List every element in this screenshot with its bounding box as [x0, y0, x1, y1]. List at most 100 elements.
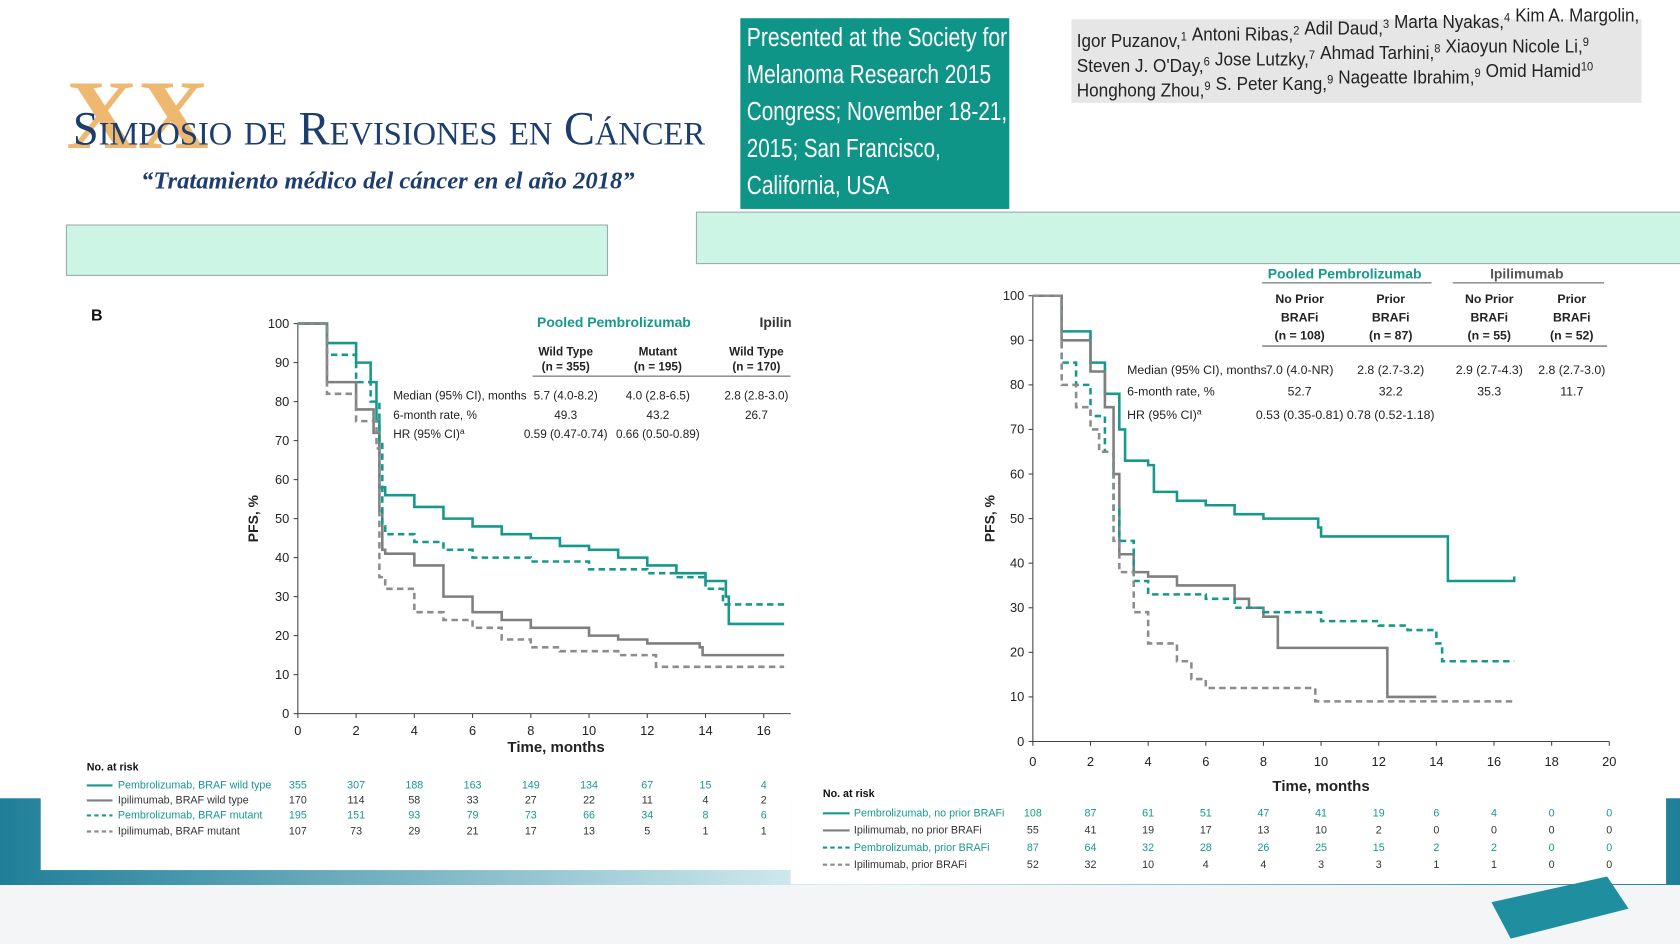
- logo-mark: XX: [66, 61, 208, 170]
- risk-count: 4: [1491, 807, 1497, 819]
- risk-title: No. at risk: [823, 788, 875, 800]
- risk-count: 33: [467, 795, 479, 807]
- author-name: Marta Nyakas,: [1394, 12, 1504, 32]
- km-curve: [297, 322, 785, 606]
- author-affiliation: 9: [1327, 74, 1333, 87]
- risk-count: 170: [289, 795, 307, 807]
- risk-count: 73: [350, 826, 362, 838]
- author-affiliation: 9: [1474, 67, 1480, 80]
- table-column-header: (n = 108): [1274, 329, 1324, 343]
- risk-count: 0: [1433, 825, 1439, 837]
- table-cell: 2.8 (2.7-3.2): [1357, 363, 1424, 377]
- x-tick-label: 14: [698, 723, 712, 738]
- author-name: Steven J. O'Day,: [1077, 56, 1204, 76]
- logo-book: [1491, 876, 1629, 939]
- risk-count: 19: [1373, 807, 1385, 819]
- table-group-header: Pooled Pembrolizumab: [537, 314, 691, 330]
- presented-box: [740, 18, 1010, 209]
- author-affiliation: 9: [1204, 80, 1210, 93]
- title-box-right: [695, 211, 1680, 265]
- table-column-header: BRAFi: [1281, 310, 1319, 324]
- risk-count: 0: [1606, 825, 1612, 837]
- risk-count: 0: [1549, 825, 1555, 837]
- panel-divider: [790, 263, 795, 800]
- x-tick-label: 12: [1372, 754, 1386, 769]
- risk-count: 67: [641, 780, 653, 792]
- table-cell: 0.53 (0.35-0.81): [1256, 408, 1344, 422]
- risk-count: 149: [522, 780, 540, 792]
- author-name: Honghong Zhou,: [1077, 80, 1205, 100]
- risk-count: 6: [1433, 807, 1439, 819]
- author-affiliation: 7: [1309, 49, 1315, 62]
- x-tick-label: 2: [353, 723, 360, 738]
- authors: Igor Puzanov,1 Antoni Ribas,2 Adil Daud,3 M…: [1077, 5, 1640, 100]
- risk-count: 3: [1318, 859, 1324, 871]
- risk-count: 8: [703, 810, 709, 822]
- risk-count: 0: [1549, 842, 1555, 854]
- x-tick-label: 0: [294, 723, 301, 738]
- y-tick-label: 30: [1010, 600, 1024, 615]
- y-tick-label: 60: [275, 472, 289, 487]
- table-column-header: (n = 195): [634, 361, 682, 374]
- y-tick-label: 0: [1017, 734, 1024, 749]
- panel-b: [40, 280, 791, 871]
- risk-count: 10: [1142, 859, 1154, 871]
- risk-count: 0: [1606, 842, 1612, 854]
- risk-count: 25: [1315, 842, 1327, 854]
- risk-count: 2: [761, 795, 767, 807]
- legend-label: Ipilimumab, BRAF mutant: [118, 826, 240, 838]
- legend-label: Pembrolizumab, BRAF mutant: [118, 810, 263, 822]
- y-tick-label: 100: [1003, 288, 1024, 303]
- y-tick-label: 10: [275, 667, 289, 682]
- x-tick-label: 4: [1145, 754, 1152, 769]
- author-name: Xiaoyun Nicole Li,: [1445, 37, 1582, 57]
- author-affiliation: 3: [1383, 18, 1390, 31]
- table-row-label: HR (95% CI)a: [1127, 407, 1202, 422]
- title-box-left: [65, 224, 609, 276]
- risk-count: 73: [525, 810, 537, 822]
- risk-count: 32: [1142, 842, 1154, 854]
- risk-count: 2: [1376, 825, 1382, 837]
- risk-count: 0: [1606, 807, 1612, 819]
- risk-count: 188: [405, 780, 423, 792]
- table-column-header: (n = 170): [732, 361, 780, 374]
- table-cell: 43.2: [646, 409, 669, 422]
- table-cell: 0.78 (0.52-1.18): [1347, 408, 1435, 422]
- table-cell: 26.7: [745, 409, 768, 422]
- risk-count: 1: [703, 826, 709, 838]
- x-tick-label: 18: [1544, 754, 1558, 769]
- table-cell: 2.8 (2.7-3.0): [1538, 363, 1605, 377]
- table-group-header: Ipilimumab: [1490, 266, 1563, 282]
- risk-count: 13: [1257, 825, 1269, 837]
- table-row-label: Median (95% CI), months: [1127, 363, 1267, 377]
- author-line: Steven J. O'Day,6 Jose Lutzky,7 Ahmad Tarh…: [1077, 36, 1589, 76]
- risk-count: 15: [1373, 842, 1385, 854]
- risk-count: 307: [347, 780, 365, 792]
- x-tick-label: 4: [411, 723, 418, 738]
- x-tick-label: 16: [757, 723, 771, 738]
- risk-count: 61: [1142, 807, 1154, 819]
- x-tick-label: 14: [1429, 754, 1443, 769]
- risk-count: 0: [1549, 859, 1555, 871]
- y-tick-label: 40: [1010, 555, 1024, 570]
- risk-count: 55: [1027, 825, 1039, 837]
- table-column-header: (n = 55): [1468, 329, 1511, 343]
- risk-count: 195: [289, 810, 307, 822]
- author-affiliation: 10: [1581, 61, 1594, 74]
- x-tick-label: 8: [527, 723, 534, 738]
- risk-count: 58: [408, 795, 420, 807]
- y-tick-label: 30: [275, 589, 289, 604]
- y-tick-label: 0: [282, 706, 289, 721]
- risk-count: 4: [1260, 859, 1266, 871]
- table-cell: 32.2: [1379, 384, 1403, 398]
- risk-count: 87: [1027, 842, 1039, 854]
- table-cell: 52.7: [1288, 384, 1312, 398]
- risk-count: 17: [525, 826, 537, 838]
- x-tick-label: 0: [1029, 754, 1036, 769]
- risk-count: 41: [1315, 807, 1327, 819]
- risk-count: 93: [408, 810, 420, 822]
- author-affiliation: 2: [1293, 24, 1299, 37]
- x-tick-label: 6: [469, 723, 476, 738]
